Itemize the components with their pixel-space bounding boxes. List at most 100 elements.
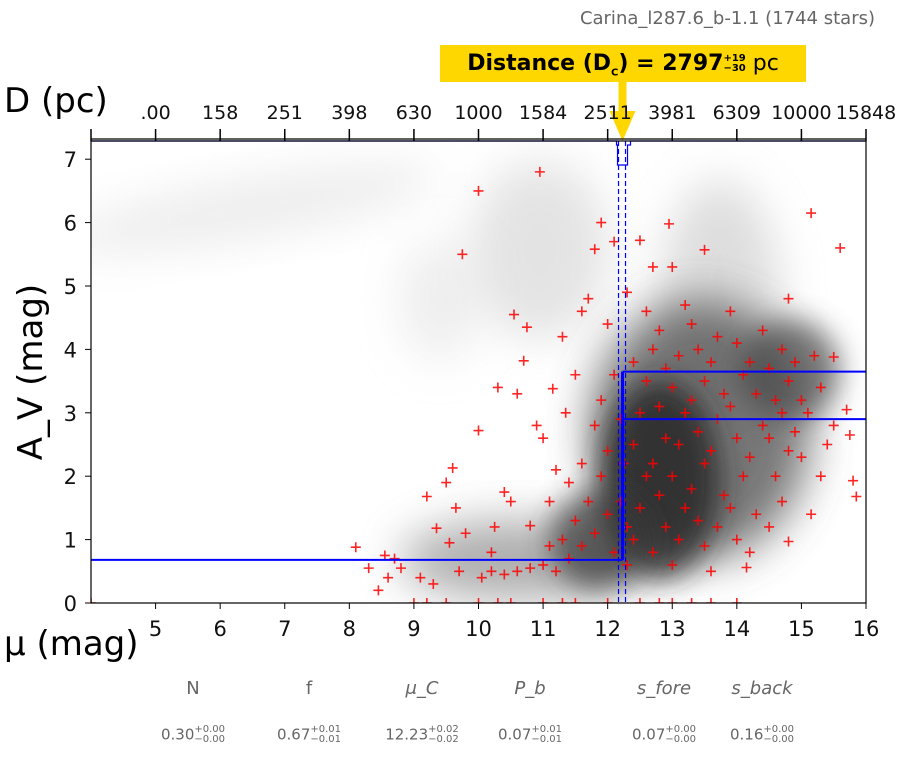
x-tick-label: 10 bbox=[465, 617, 492, 641]
data-point bbox=[744, 452, 755, 463]
x-tick-label: 11 bbox=[530, 617, 557, 641]
param-value: 0.67 +0.01 −0.01 bbox=[254, 725, 364, 745]
data-point bbox=[512, 388, 523, 399]
data-point bbox=[563, 553, 574, 564]
data-point bbox=[641, 376, 652, 387]
data-point bbox=[744, 357, 755, 368]
data-point bbox=[457, 249, 468, 260]
data-point bbox=[777, 344, 788, 355]
data-point bbox=[589, 528, 600, 539]
data-point bbox=[525, 520, 536, 531]
data-point bbox=[789, 357, 800, 368]
data-point bbox=[783, 376, 794, 387]
param-2: μ_C 12.23 +0.02 −0.02 bbox=[367, 678, 477, 745]
data-point bbox=[538, 559, 549, 570]
data-point bbox=[570, 369, 581, 380]
data-point bbox=[628, 439, 639, 450]
data-point bbox=[686, 319, 697, 330]
param-number: 12.23 bbox=[385, 725, 429, 744]
data-point bbox=[815, 471, 826, 482]
data-point bbox=[828, 420, 839, 431]
data-point bbox=[408, 598, 419, 603]
data-point bbox=[576, 458, 587, 469]
data-point bbox=[686, 598, 697, 603]
distance-minus: −30 bbox=[723, 63, 746, 74]
param-number: 0.07 bbox=[631, 725, 666, 744]
data-point bbox=[583, 496, 594, 507]
param-value: 0.16 +0.00 −0.00 bbox=[707, 725, 817, 745]
data-point bbox=[731, 433, 742, 444]
data-point bbox=[647, 344, 658, 355]
data-point bbox=[363, 563, 374, 574]
data-point bbox=[602, 319, 613, 330]
param-value: 0.07 +0.01 −0.01 bbox=[475, 725, 585, 745]
data-point bbox=[557, 598, 568, 603]
x-tick-label: 7 bbox=[278, 617, 291, 641]
data-point bbox=[783, 445, 794, 456]
top-axis-label: D (pc) bbox=[4, 81, 108, 121]
x-tick-label: 9 bbox=[407, 617, 420, 641]
top-tick-label: 158 bbox=[202, 102, 238, 124]
data-point bbox=[693, 515, 704, 526]
density-background bbox=[91, 160, 840, 600]
data-point bbox=[557, 331, 568, 342]
data-point bbox=[563, 477, 574, 488]
data-point bbox=[693, 344, 704, 355]
distance-value: ) = 2797 bbox=[618, 51, 724, 76]
data-point bbox=[667, 261, 678, 272]
data-point bbox=[660, 521, 671, 532]
data-point bbox=[512, 566, 523, 577]
param-name: s_fore bbox=[636, 678, 692, 699]
data-point bbox=[660, 433, 671, 444]
data-point bbox=[486, 547, 497, 558]
param-minus: −0.00 bbox=[665, 734, 697, 745]
data-point bbox=[706, 445, 716, 456]
data-point bbox=[489, 521, 500, 532]
data-point bbox=[641, 306, 652, 317]
data-point bbox=[350, 542, 361, 553]
param-3: P_b 0.07 +0.01 −0.01 bbox=[475, 678, 585, 745]
y-tick-label: 0 bbox=[64, 592, 77, 616]
top-tick-label: 3981 bbox=[648, 102, 696, 124]
distance-unit: pc bbox=[752, 51, 779, 76]
data-point bbox=[712, 521, 723, 532]
param-name: P_b bbox=[514, 678, 546, 699]
data-point bbox=[757, 420, 768, 431]
data-point bbox=[770, 471, 781, 482]
data-point bbox=[751, 509, 762, 520]
data-point bbox=[744, 547, 755, 558]
y-tick-label: 6 bbox=[64, 212, 77, 236]
data-point bbox=[718, 490, 729, 501]
param-minus: −0.01 bbox=[310, 734, 342, 745]
top-tick-label: 398 bbox=[331, 102, 367, 124]
data-point bbox=[654, 598, 665, 603]
top-tick-label: 6309 bbox=[713, 102, 761, 124]
top-tick-label: 630 bbox=[396, 102, 432, 124]
data-point bbox=[738, 471, 749, 482]
data-point bbox=[622, 287, 633, 298]
data-point bbox=[499, 569, 510, 580]
x-tick-label: 12 bbox=[594, 617, 621, 641]
data-point bbox=[373, 585, 384, 596]
top-tick-label: 15848 bbox=[836, 102, 896, 124]
data-point bbox=[680, 407, 691, 418]
data-point bbox=[396, 563, 406, 574]
chart-title: Carina_l287.6_b-1.1 (1744 stars) bbox=[579, 8, 875, 29]
data-point bbox=[441, 598, 452, 603]
param-plus: +0.00 bbox=[665, 724, 697, 735]
data-point bbox=[557, 534, 568, 545]
data-point bbox=[851, 491, 862, 502]
data-point bbox=[796, 452, 807, 463]
data-point bbox=[518, 355, 529, 366]
data-point bbox=[664, 218, 675, 229]
data-point bbox=[731, 534, 742, 545]
param-0: N 0.30 +0.00 −0.00 bbox=[138, 678, 248, 745]
data-point bbox=[777, 407, 788, 418]
data-point bbox=[383, 572, 394, 583]
data-point bbox=[806, 509, 817, 520]
data-point bbox=[641, 471, 652, 482]
param-value: 0.30 +0.00 −0.00 bbox=[138, 725, 248, 745]
data-point bbox=[699, 376, 710, 387]
data-point bbox=[531, 420, 542, 431]
data-point bbox=[602, 445, 613, 456]
